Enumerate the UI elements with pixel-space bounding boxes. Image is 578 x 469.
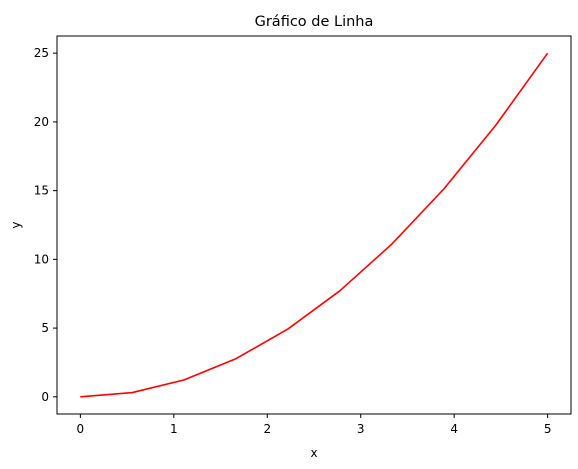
axis-ticks: 0 1 2 3 4 5 0 5 10 15 20 25	[34, 46, 552, 436]
x-tick-label: 5	[544, 422, 552, 436]
y-tick-label: 0	[41, 390, 49, 404]
y-axis-label: y	[9, 221, 23, 228]
y-tick-label: 15	[34, 184, 49, 198]
x-tick-label: 4	[450, 422, 458, 436]
x-tick-label: 0	[77, 422, 85, 436]
x-axis-label: x	[310, 446, 317, 460]
x-tick-label: 3	[357, 422, 365, 436]
chart-title: Gráfico de Linha	[255, 14, 374, 30]
y-tick-label: 20	[34, 115, 49, 129]
y-tick-label: 10	[34, 252, 49, 266]
x-tick-label: 2	[263, 422, 271, 436]
y-tick-label: 25	[34, 46, 49, 60]
x-tick-label: 1	[170, 422, 178, 436]
y-tick-label: 5	[41, 321, 49, 335]
plot-frame	[56, 35, 572, 415]
plot-series	[80, 52, 549, 398]
series-line-0	[80, 52, 549, 398]
